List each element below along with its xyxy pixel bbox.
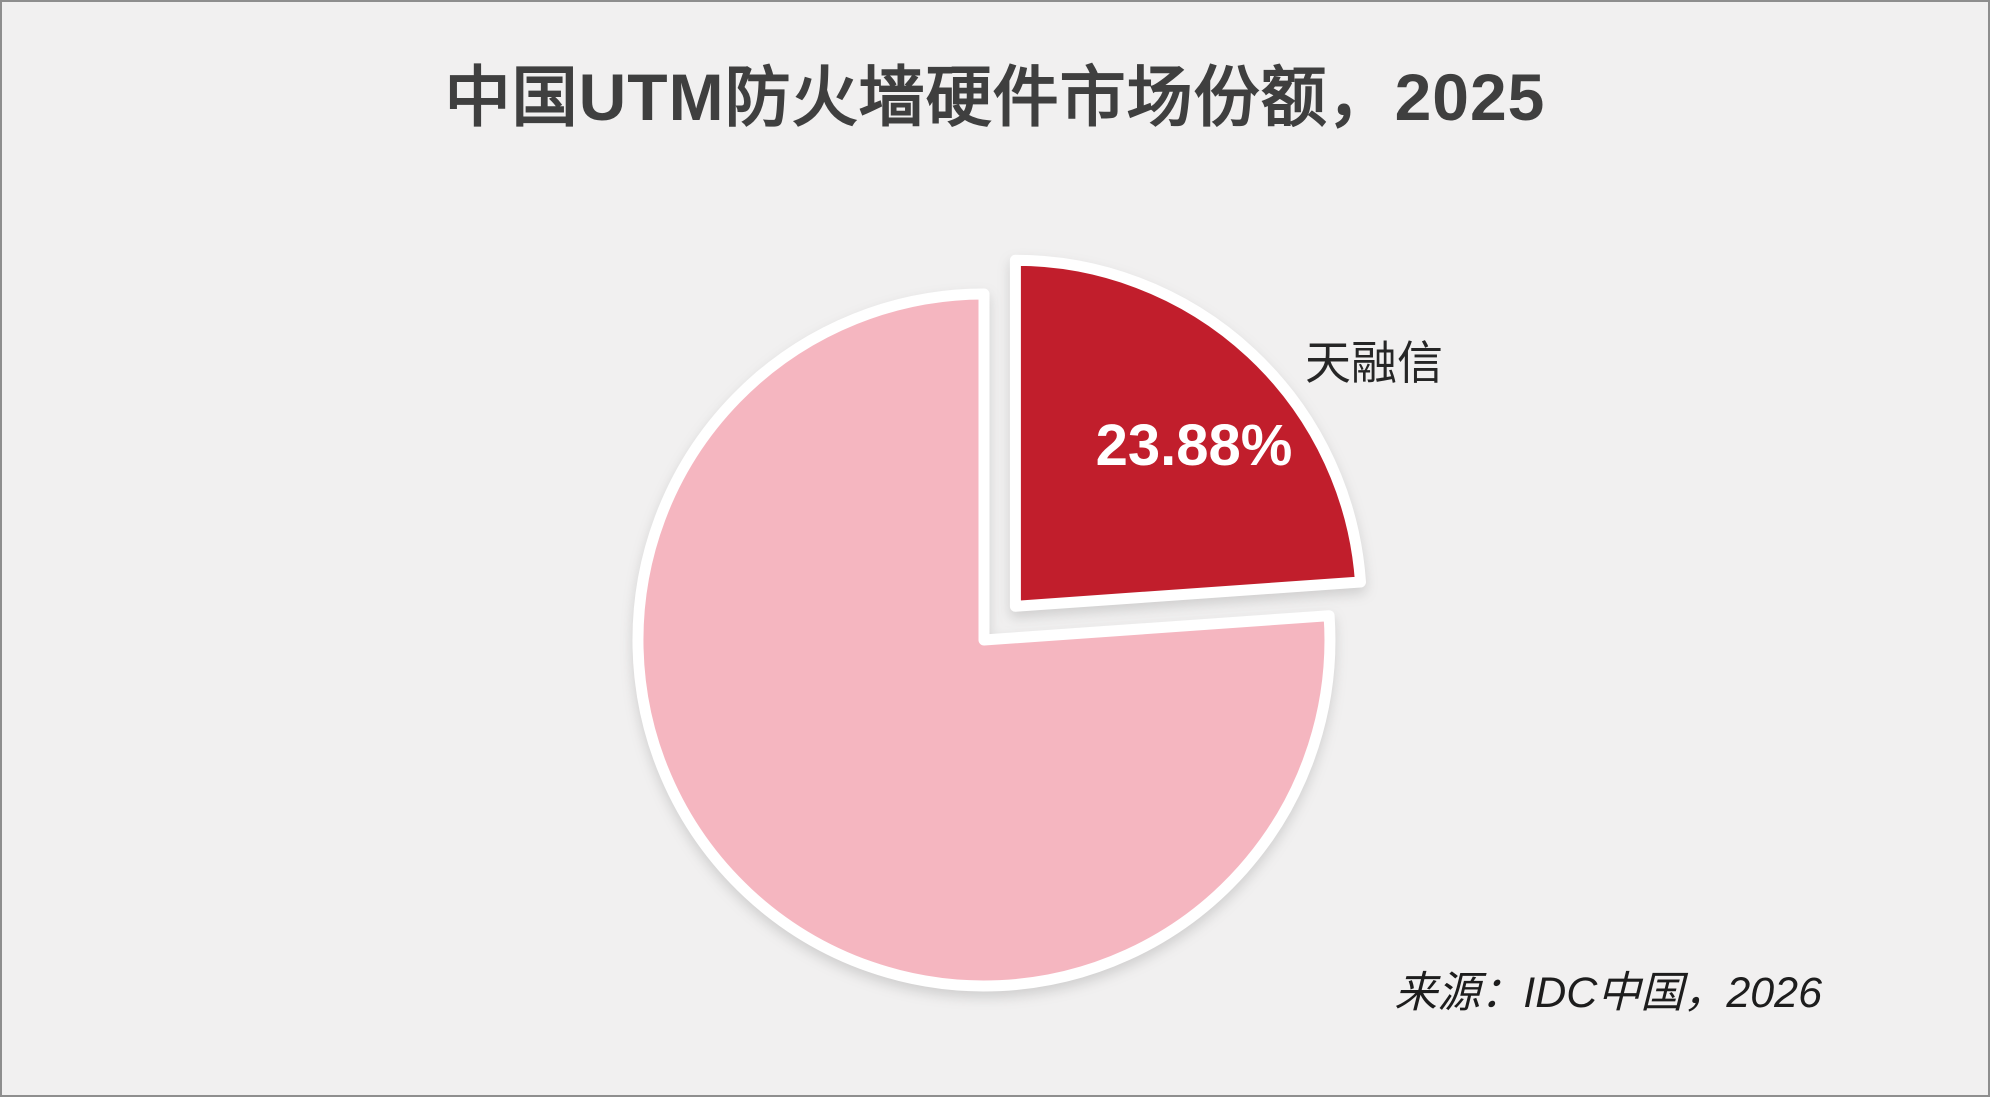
source-note: 来源：IDC中国，2026 — [1394, 969, 1822, 1017]
pie-slices-group — [632, 254, 1366, 992]
chart-title: 中国UTM防火墙硬件市场份额，2025 — [444, 60, 1546, 134]
slice-value-label: 23.88% — [1096, 413, 1293, 478]
slice-name-label: 天融信 — [1305, 337, 1443, 389]
pie-slice[interactable] — [1009, 254, 1366, 612]
pie-slice[interactable] — [632, 288, 1336, 992]
